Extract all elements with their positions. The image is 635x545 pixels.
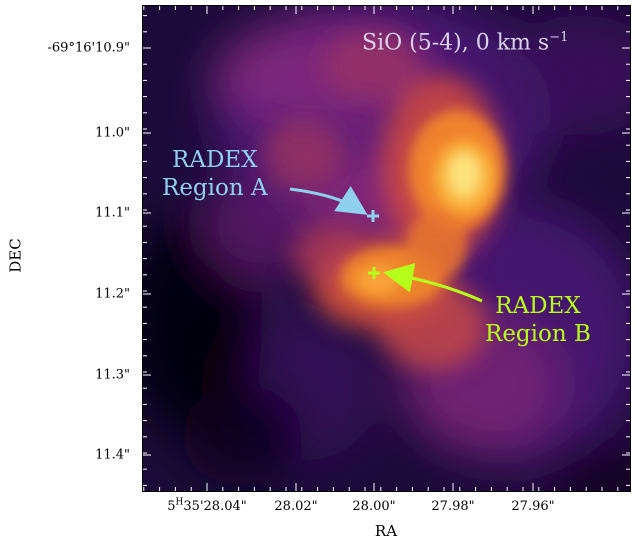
emission-map bbox=[142, 5, 631, 492]
xtick-label-sup: H bbox=[175, 497, 184, 508]
ytick-label: 11.4" bbox=[95, 447, 130, 463]
x-axis-label: RA bbox=[374, 522, 398, 540]
map-title-text: SiO (5-4), 0 km s bbox=[362, 30, 550, 56]
map-title-superscript: −1 bbox=[549, 30, 569, 45]
y-axis-label: DEC bbox=[6, 238, 25, 273]
region-a-line1: RADEX bbox=[172, 147, 258, 173]
region-b-line2: Region B bbox=[485, 321, 591, 347]
ytick-label: 11.0" bbox=[95, 125, 130, 141]
ytick-label: 11.2" bbox=[95, 286, 130, 302]
xtick-label-rest: 35'28.04" bbox=[183, 499, 247, 514]
region-a-arrow bbox=[289, 185, 368, 215]
region-a-label: RADEX Region A bbox=[162, 146, 268, 202]
map-title: SiO (5-4), 0 km s−1 bbox=[362, 30, 568, 55]
region-b-line1: RADEX bbox=[495, 293, 581, 319]
ytick-label: 11.3" bbox=[95, 367, 130, 383]
xtick-label: 27.96" bbox=[511, 499, 555, 514]
ytick-label: 11.1" bbox=[95, 205, 130, 221]
region-b-label: RADEX Region B bbox=[485, 292, 591, 348]
xtick-label-prefix: 5 bbox=[167, 499, 176, 514]
xtick-label: 28.00" bbox=[352, 499, 396, 514]
region-a-line2: Region A bbox=[162, 175, 268, 201]
xtick-label: 28.02" bbox=[274, 499, 318, 514]
ytick-label: -69°16'10.9" bbox=[47, 40, 130, 56]
region-b-marker bbox=[368, 267, 380, 279]
emission-map-image bbox=[142, 5, 631, 492]
xtick-label: 5H35'28.04" bbox=[167, 497, 247, 514]
region-a-marker bbox=[367, 210, 379, 222]
region-b-arrow bbox=[383, 262, 483, 303]
xtick-label: 27.98" bbox=[431, 499, 475, 514]
